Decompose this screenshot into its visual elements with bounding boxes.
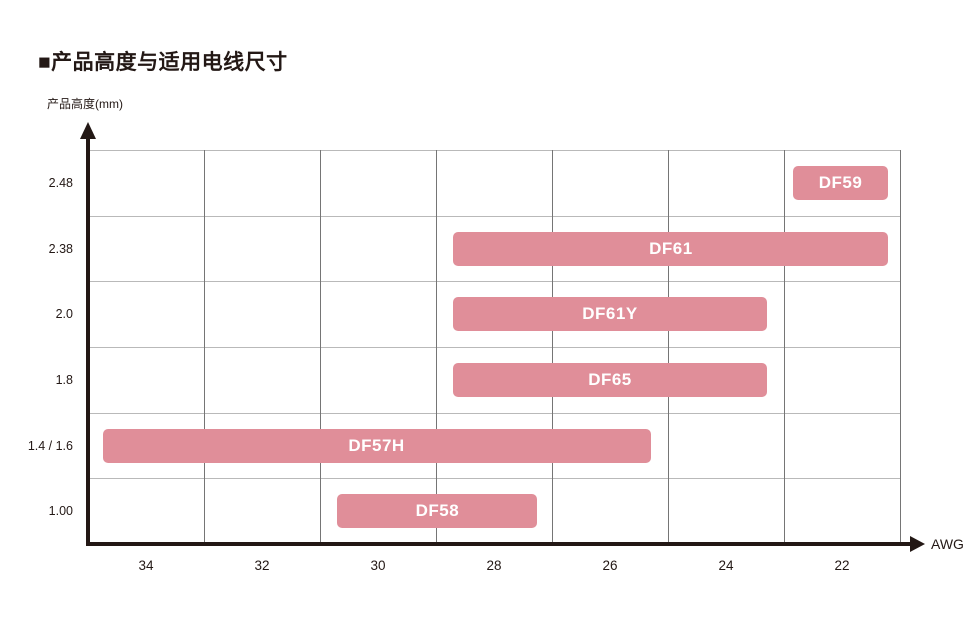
y-axis-line [86, 137, 90, 545]
bar-DF61Y: DF61Y [453, 297, 767, 332]
y-axis-title: 产品高度(mm) [47, 97, 123, 111]
bar-label: DF65 [588, 369, 632, 389]
bar-DF61: DF61 [453, 231, 889, 266]
x-axis-arrow-right-icon [910, 536, 925, 552]
chart-title: ■产品高度与适用电线尺寸 [38, 51, 288, 74]
bar-label: DF61 [649, 238, 693, 258]
bar-label: DF59 [818, 172, 863, 192]
y-tick-label: 2.38 [48, 241, 73, 256]
gridline-vertical [436, 150, 437, 544]
gridline-horizontal [88, 150, 900, 151]
x-tick-label: 26 [602, 558, 618, 573]
gridline-vertical [668, 150, 669, 544]
x-axis-line [86, 542, 912, 546]
y-tick-label: 1.8 [55, 372, 73, 387]
x-tick-label: 32 [254, 558, 270, 573]
gridline-horizontal [88, 412, 900, 414]
bar-DF57H: DF57H [102, 428, 651, 463]
x-tick-label: 30 [370, 558, 386, 573]
gridline-horizontal [88, 281, 900, 283]
x-tick-label: 28 [486, 558, 502, 573]
bar-DF58: DF58 [337, 494, 538, 529]
x-tick-label: 22 [834, 558, 850, 573]
y-axis-arrow-up-icon [80, 122, 96, 139]
gridline-horizontal [88, 478, 900, 480]
y-tick-label: 1.00 [48, 504, 73, 519]
plot-area: DF59 DF61 DF61Y DF65 DF57H DF58 [88, 150, 901, 544]
gridline-horizontal [88, 215, 900, 217]
y-tick-label: 2.48 [48, 175, 73, 190]
gridline-vertical [900, 150, 901, 544]
bar-label: DF58 [415, 501, 460, 521]
y-tick-label: 1.4 / 1.6 [27, 438, 73, 453]
bar-DF59: DF59 [792, 165, 889, 200]
bar-label: DF61Y [582, 304, 638, 324]
x-tick-label: 34 [138, 558, 154, 573]
bar-label: DF57H [348, 435, 405, 455]
gridline-vertical [204, 150, 205, 544]
x-axis-unit: AWG [931, 536, 964, 552]
y-tick-label: 2.0 [55, 307, 73, 322]
gridline-vertical [320, 150, 321, 544]
gridline-vertical [784, 150, 785, 544]
bar-DF65: DF65 [453, 362, 767, 397]
gridline-horizontal [88, 347, 900, 348]
gridline-vertical [552, 150, 553, 544]
x-tick-label: 24 [718, 558, 734, 573]
